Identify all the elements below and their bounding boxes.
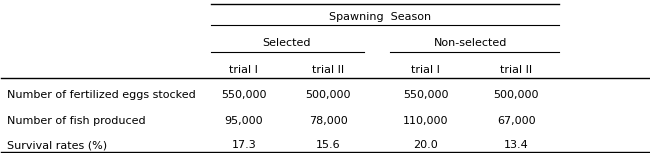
Text: 17.3: 17.3 [231, 140, 256, 151]
Text: Number of fish produced: Number of fish produced [7, 116, 146, 126]
Text: trial I: trial I [411, 65, 440, 75]
Text: trial II: trial II [500, 65, 532, 75]
Text: 13.4: 13.4 [504, 140, 528, 151]
Text: 550,000: 550,000 [221, 90, 266, 101]
Text: 95,000: 95,000 [225, 116, 263, 126]
Text: trial I: trial I [229, 65, 258, 75]
Text: Selected: Selected [262, 38, 310, 48]
Text: 110,000: 110,000 [403, 116, 448, 126]
Text: 67,000: 67,000 [497, 116, 536, 126]
Text: 78,000: 78,000 [309, 116, 348, 126]
Text: 550,000: 550,000 [403, 90, 448, 101]
Text: Spawning  Season: Spawning Season [329, 12, 431, 22]
Text: Number of fertilized eggs stocked: Number of fertilized eggs stocked [7, 90, 196, 101]
Text: Survival rates (%): Survival rates (%) [7, 140, 107, 151]
Text: Non-selected: Non-selected [434, 38, 508, 48]
Text: 15.6: 15.6 [316, 140, 341, 151]
Text: 500,000: 500,000 [493, 90, 539, 101]
Text: 500,000: 500,000 [306, 90, 351, 101]
Text: trial II: trial II [312, 65, 344, 75]
Text: 20.0: 20.0 [413, 140, 438, 151]
